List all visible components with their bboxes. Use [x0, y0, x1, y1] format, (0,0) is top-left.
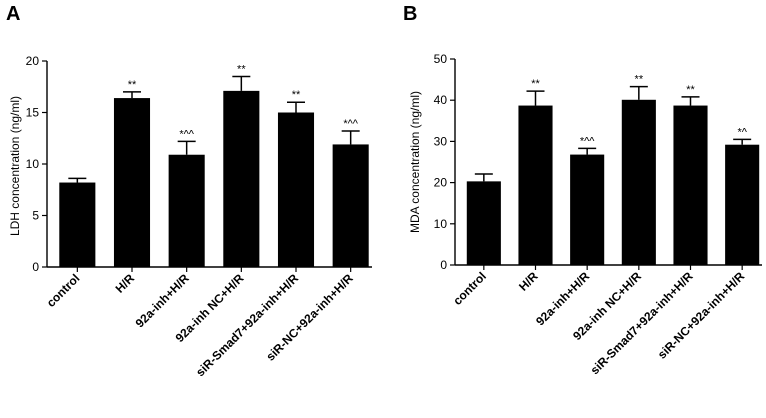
panel-letter: A	[6, 3, 20, 25]
bar	[570, 154, 605, 265]
chart-panel-b: B MDA concentration (ng/ml) 0 10 20 30 40 50 c…	[403, 3, 762, 377]
x-tick-label: siR-Smad7+92a-inh+H/R	[193, 271, 301, 379]
y-tick-label: 0	[440, 258, 447, 272]
significance-label: **	[292, 89, 301, 101]
panel-letter: B	[403, 3, 417, 25]
y-tick-label: 50	[434, 52, 448, 66]
significance-label: *^^	[179, 128, 194, 140]
x-tick-label: H/R	[516, 269, 541, 294]
x-tick-label: 92a-inh+H/R	[133, 271, 192, 330]
y-tick-label: 30	[434, 134, 448, 148]
significance-label: *^^	[343, 118, 358, 130]
significance-label: *^^	[580, 135, 595, 147]
y-axis-title: MDA concentration (ng/ml)	[408, 91, 422, 233]
y-tick-label: 15	[26, 106, 40, 120]
bar	[113, 98, 151, 267]
significance-label: **	[237, 63, 246, 75]
x-tick-label: siR-NC+92a-inh+H/R	[655, 269, 748, 362]
bar	[518, 105, 553, 265]
bar	[168, 154, 205, 267]
significance-label: **	[686, 84, 695, 96]
bar	[621, 99, 656, 266]
x-tick-label: H/R	[113, 271, 138, 296]
bar	[59, 182, 96, 267]
x-tick-label: siR-Smad7+92a-inh+H/R	[588, 269, 696, 377]
y-tick-label: 10	[26, 157, 40, 171]
y-axis-title: LDH concentration (ng/ml)	[8, 96, 22, 236]
bar	[277, 112, 315, 267]
y-tick-label: 5	[32, 209, 39, 223]
significance-label: **	[635, 74, 644, 86]
y-tick-label: 20	[434, 176, 448, 190]
bar	[466, 181, 501, 265]
bar	[673, 105, 708, 265]
y-tick-label: 10	[434, 217, 448, 231]
y-tick-label: 20	[26, 54, 40, 68]
significance-label: **	[531, 78, 540, 90]
x-tick-label: control	[450, 269, 489, 308]
y-tick-label: 0	[32, 260, 39, 274]
x-tick-label: control	[44, 271, 83, 310]
bar	[223, 90, 260, 268]
significance-label: *^	[737, 126, 747, 138]
bar	[332, 144, 369, 267]
y-tick-label: 40	[434, 93, 448, 107]
significance-label: **	[128, 79, 137, 91]
bar	[725, 144, 760, 265]
chart-panel-a: A LDH concentration (ng/ml) 0 5 10 15 20 cont…	[6, 3, 372, 379]
